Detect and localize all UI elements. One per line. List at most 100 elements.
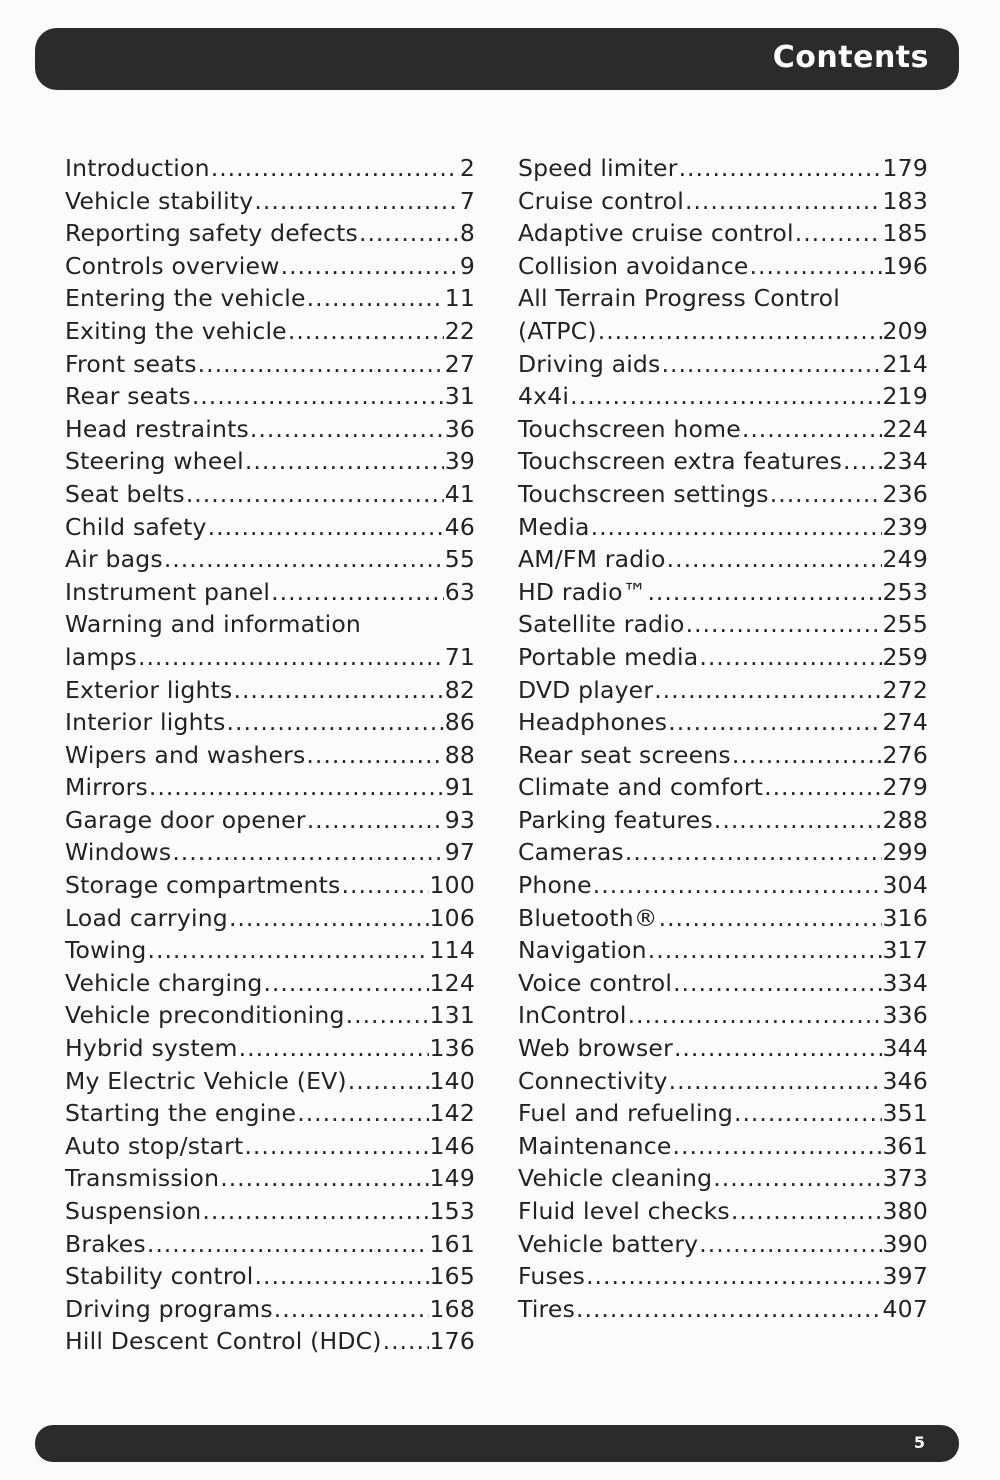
toc-entry[interactable]: Starting the engine 142: [65, 1097, 475, 1130]
toc-entry[interactable]: Garage door opener 93: [65, 804, 475, 837]
toc-entry[interactable]: Bluetooth® 316: [518, 902, 928, 935]
dot-leader: [147, 1228, 429, 1261]
toc-entry[interactable]: Seat belts 41: [65, 478, 475, 511]
toc-entry[interactable]: Adaptive cruise control 185: [518, 217, 928, 250]
toc-entry[interactable]: Brakes 161: [65, 1228, 475, 1261]
toc-entry[interactable]: Load carrying 106: [65, 902, 475, 935]
toc-entry-continued[interactable]: lamps 71: [65, 641, 475, 674]
toc-entry[interactable]: Introduction 2: [65, 152, 475, 185]
toc-entry-title: Load carrying: [65, 903, 228, 932]
toc-entry-title: My Electric Vehicle (EV): [65, 1066, 347, 1095]
toc-entry[interactable]: Fuel and refueling 351: [518, 1097, 928, 1130]
toc-entry[interactable]: Vehicle preconditioning 131: [65, 999, 475, 1032]
dot-leader: [274, 1293, 429, 1326]
toc-entry[interactable]: Head restraints 36: [65, 413, 475, 446]
toc-entry[interactable]: Phone 304: [518, 869, 928, 902]
toc-entry[interactable]: Steering wheel 39: [65, 445, 475, 478]
toc-entry-page: 86: [444, 708, 475, 737]
toc-entry[interactable]: Auto stop/start 146: [65, 1130, 475, 1163]
toc-entry-title: Vehicle preconditioning: [65, 1001, 345, 1030]
toc-entry-title: Suspension: [65, 1197, 202, 1225]
toc-entry[interactable]: Touchscreen settings 236: [518, 478, 928, 511]
toc-entry[interactable]: Suspension 153: [65, 1195, 475, 1228]
toc-entry-page: 336: [882, 1001, 928, 1030]
dot-leader: [685, 185, 882, 218]
toc-entry[interactable]: Wipers and washers 88: [65, 739, 475, 772]
toc-entry[interactable]: Driving programs 168: [65, 1293, 475, 1326]
toc-entry[interactable]: Front seats 27: [65, 348, 475, 381]
toc-entry[interactable]: Rear seat screens 276: [518, 739, 928, 772]
toc-entry[interactable]: Interior lights 86: [65, 706, 475, 739]
toc-entry[interactable]: Navigation 317: [518, 934, 928, 967]
toc-entry-title: Front seats: [65, 349, 197, 378]
toc-entry[interactable]: Reporting safety defects 8: [65, 217, 475, 250]
toc-entry[interactable]: DVD player 272: [518, 674, 928, 707]
toc-entry[interactable]: HD radio™ 253: [518, 576, 928, 609]
toc-entry-page: 299: [882, 838, 928, 867]
dot-leader: [795, 217, 882, 250]
toc-entry[interactable]: AM/FM radio 249: [518, 543, 928, 576]
toc-entry[interactable]: Media 239: [518, 511, 928, 544]
toc-entry[interactable]: Touchscreen home 224: [518, 413, 928, 446]
toc-entry[interactable]: Tires 407: [518, 1293, 928, 1326]
toc-entry[interactable]: Web browser 344: [518, 1032, 928, 1065]
toc-entry[interactable]: Towing 114: [65, 934, 475, 967]
toc-entry[interactable]: Maintenance 361: [518, 1130, 928, 1163]
toc-entry[interactable]: Portable media 259: [518, 641, 928, 674]
toc-entry[interactable]: Exiting the vehicle 22: [65, 315, 475, 348]
toc-entry-page: 27: [444, 349, 475, 378]
toc-entry[interactable]: All Terrain Progress Control: [518, 282, 928, 315]
toc-entry[interactable]: Headphones 274: [518, 706, 928, 739]
toc-entry[interactable]: Rear seats 31: [65, 380, 475, 413]
toc-entry-continued[interactable]: (ATPC) 209: [518, 315, 928, 348]
toc-entry[interactable]: Stability control 165: [65, 1260, 475, 1293]
toc-entry[interactable]: Vehicle battery 390: [518, 1228, 928, 1261]
toc-entry[interactable]: Controls overview 9: [65, 250, 475, 283]
toc-entry-title: Collision avoidance: [518, 251, 749, 280]
toc-entry-title: Rear seats: [65, 382, 191, 411]
dot-leader: [662, 348, 882, 381]
dot-leader: [383, 1325, 429, 1358]
toc-entry[interactable]: Cruise control 183: [518, 185, 928, 218]
toc-entry[interactable]: Entering the vehicle 11: [65, 282, 475, 315]
toc-entry[interactable]: Vehicle cleaning 373: [518, 1162, 928, 1195]
toc-entry[interactable]: Windows 97: [65, 836, 475, 869]
toc-entry[interactable]: Child safety 46: [65, 511, 475, 544]
toc-entry[interactable]: Vehicle stability 7: [65, 185, 475, 218]
toc-entry[interactable]: Touchscreen extra features 234: [518, 445, 928, 478]
toc-entry[interactable]: Exterior lights 82: [65, 674, 475, 707]
toc-entry[interactable]: Cameras 299: [518, 836, 928, 869]
toc-entry-page: 219: [882, 382, 928, 411]
toc-entry-title: Navigation: [518, 936, 647, 965]
toc-entry[interactable]: Connectivity 346: [518, 1065, 928, 1098]
toc-entry[interactable]: Transmission 149: [65, 1162, 475, 1195]
toc-entry-title: Entering the vehicle: [65, 284, 306, 313]
toc-entry[interactable]: Satellite radio 255: [518, 608, 928, 641]
toc-entry[interactable]: Mirrors 91: [65, 771, 475, 804]
toc-entry-title: Brakes: [65, 1229, 146, 1258]
toc-entry[interactable]: Driving aids 214: [518, 348, 928, 381]
toc-entry-title: Head restraints: [65, 414, 249, 443]
toc-entry-page: 11: [444, 284, 475, 313]
toc-entry[interactable]: Air bags 55: [65, 543, 475, 576]
dot-leader: [669, 1065, 882, 1098]
toc-entry[interactable]: 4x4i 219: [518, 380, 928, 413]
toc-entry[interactable]: Warning and information: [65, 608, 475, 641]
toc-entry[interactable]: Storage compartments 100: [65, 869, 475, 902]
toc-entry[interactable]: Fluid level checks 380: [518, 1195, 928, 1228]
toc-entry[interactable]: Parking features 288: [518, 804, 928, 837]
toc-entry[interactable]: Hill Descent Control (HDC) 176: [65, 1325, 475, 1358]
toc-entry[interactable]: Fuses 397: [518, 1260, 928, 1293]
toc-entry[interactable]: My Electric Vehicle (EV) 140: [65, 1065, 475, 1098]
toc-entry[interactable]: Voice control 334: [518, 967, 928, 1000]
toc-entry[interactable]: InControl 336: [518, 999, 928, 1032]
toc-entry-page: 346: [882, 1066, 928, 1095]
toc-entry[interactable]: Climate and comfort 279: [518, 771, 928, 804]
toc-entry-title: Hybrid system: [65, 1034, 238, 1063]
toc-entry[interactable]: Speed limiter 179: [518, 152, 928, 185]
toc-entry[interactable]: Vehicle charging 124: [65, 967, 475, 1000]
toc-entry-title: Air bags: [65, 545, 163, 574]
toc-entry[interactable]: Collision avoidance 196: [518, 250, 928, 283]
toc-entry[interactable]: Hybrid system 136: [65, 1032, 475, 1065]
toc-entry[interactable]: Instrument panel 63: [65, 576, 475, 609]
